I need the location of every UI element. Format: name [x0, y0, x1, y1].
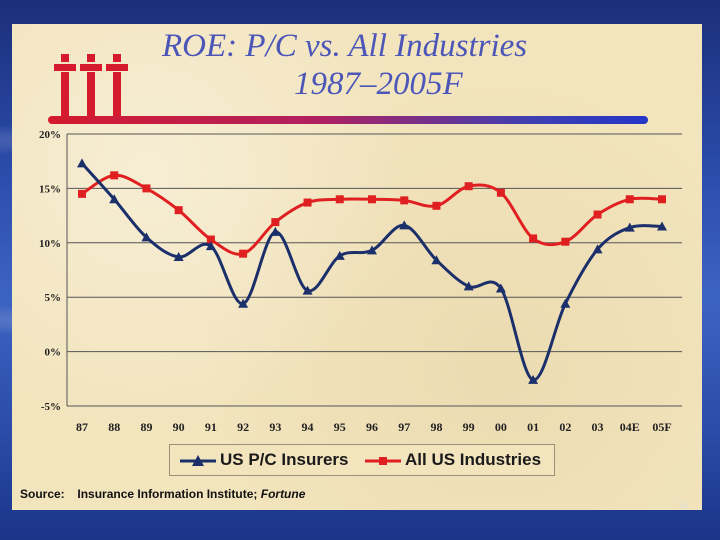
data-point-all: [271, 218, 280, 227]
x-tick-label: 93: [269, 420, 281, 434]
x-tick-label: 90: [173, 420, 185, 434]
data-point-all: [529, 234, 538, 243]
data-point-all: [110, 171, 119, 180]
data-point-pc: [399, 220, 410, 230]
data-point-pc: [463, 281, 474, 291]
data-point-all: [496, 188, 505, 197]
x-tick-label: 87: [76, 420, 88, 434]
data-point-all: [625, 195, 634, 204]
data-point-all: [432, 201, 441, 210]
x-tick-label: 01: [527, 420, 539, 434]
data-point-pc: [431, 255, 442, 265]
legend: US P/C Insurers All US Industries: [169, 444, 555, 476]
y-tick-label: 15%: [39, 183, 61, 195]
data-point-pc: [624, 222, 635, 232]
y-tick-label: -5%: [41, 401, 61, 413]
legend-all-label: All US Industries: [405, 450, 542, 469]
legend-pc-label: US P/C Insurers: [220, 450, 349, 469]
data-point-pc: [270, 226, 281, 236]
x-tick-label: 02: [559, 420, 571, 434]
data-point-pc: [77, 158, 87, 168]
data-point-pc: [528, 374, 539, 384]
x-tick-label: 88: [108, 420, 120, 434]
data-point-all: [335, 195, 344, 204]
iii-logo: [54, 54, 128, 118]
x-tick-label: 89: [140, 420, 152, 434]
data-point-all: [174, 206, 183, 215]
data-point-all: [464, 182, 473, 191]
data-point-pc: [367, 245, 377, 255]
data-point-pc: [205, 241, 216, 251]
title-underline: [48, 116, 648, 124]
x-tick-label: 05F: [652, 420, 671, 434]
legend-all-swatch: [365, 457, 401, 465]
data-point-all: [303, 198, 312, 207]
slide-number: 16: [677, 500, 688, 510]
x-tick-label: 94: [302, 420, 314, 434]
data-point-all: [368, 195, 376, 204]
data-point-pc: [238, 298, 249, 308]
data-point-all: [400, 196, 409, 205]
data-point-all: [206, 235, 215, 244]
data-point-pc: [302, 285, 313, 295]
legend-pc-swatch: [180, 455, 216, 466]
data-point-pc: [109, 194, 120, 204]
x-tick-label: 95: [334, 420, 346, 434]
x-tick-label: 03: [592, 420, 604, 434]
x-tick-label: 98: [430, 420, 442, 434]
source-text: Insurance Information Institute;: [77, 487, 258, 501]
x-tick-label: 04E: [620, 420, 640, 434]
slide-panel: ROE: P/C vs. All Industries 1987–2005F -…: [12, 24, 702, 510]
data-point-pc: [173, 251, 184, 261]
data-point-pc: [495, 283, 506, 293]
chart-title: ROE: P/C vs. All Industries: [162, 28, 528, 64]
data-point-pc: [592, 244, 603, 254]
x-tick-label: 91: [205, 420, 217, 434]
data-point-pc: [560, 298, 571, 308]
x-tick-label: 99: [463, 420, 475, 434]
source-publication: Fortune: [260, 487, 306, 501]
data-point-pc: [141, 232, 152, 242]
x-tick-label: 00: [495, 420, 507, 434]
data-point-pc: [657, 221, 667, 231]
data-point-all: [658, 195, 666, 204]
y-tick-label: 5%: [45, 292, 62, 304]
data-point-all: [78, 189, 86, 198]
chart-subtitle: 1987–2005F: [294, 66, 463, 102]
x-tick-label: 92: [237, 420, 249, 434]
source-label: Source:: [20, 487, 65, 501]
y-tick-label: 10%: [39, 238, 61, 250]
line-chart: -5% 0% 5% 10% 15% 20% 87 88 89 90 91 92 93 94 95 96 97 98…: [39, 129, 682, 434]
x-tick-label: 96: [366, 420, 378, 434]
data-point-all: [142, 184, 151, 193]
x-tick-label: 97: [398, 420, 410, 434]
data-point-all: [239, 249, 248, 258]
y-tick-label: 20%: [39, 129, 61, 141]
data-point-all: [593, 210, 602, 219]
source-note: Source: Insurance Information Institute;…: [20, 487, 305, 501]
data-point-all: [561, 237, 570, 246]
y-tick-label: 0%: [45, 347, 62, 359]
data-point-pc: [334, 250, 345, 260]
